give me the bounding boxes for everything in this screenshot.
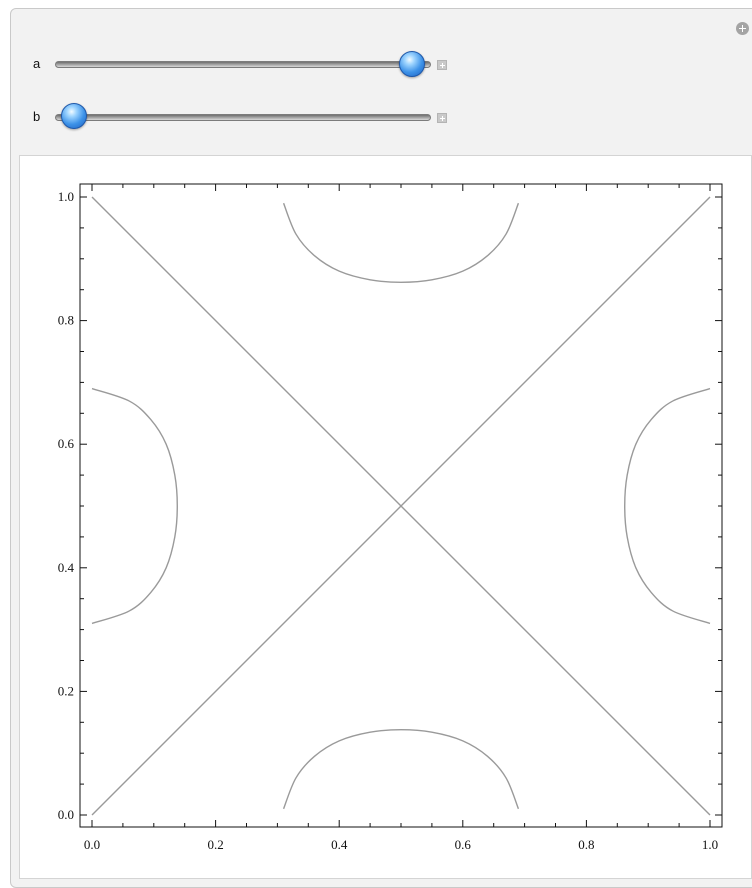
x-tick-label: 0.6 [455,837,472,852]
contour-line-4 [282,729,520,810]
contour-line-3 [282,202,520,283]
slider-b-track[interactable] [55,114,431,121]
contour-line-6 [624,387,711,625]
y-tick-label: 0.6 [58,436,75,451]
slider-a-label: a [33,56,41,71]
y-tick-label: 1.0 [58,189,74,204]
y-tick-label: 0.4 [58,560,75,575]
x-tick-label: 0.8 [578,837,594,852]
y-tick-label: 0.8 [58,313,74,328]
contour-line-2 [91,196,711,816]
contour-line-5 [91,387,178,625]
slider-b-thumb[interactable] [60,103,87,129]
plot-area [19,155,752,879]
x-tick-label: 1.0 [702,837,718,852]
slider-a-thumb[interactable] [399,51,426,77]
x-tick-label: 0.4 [331,837,348,852]
slider-b-expand-icon[interactable] [437,113,447,123]
x-tick-label: 0.0 [84,837,100,852]
y-tick-label: 0.0 [58,807,74,822]
y-tick-label: 0.2 [58,683,74,698]
slider-a-track[interactable] [55,61,431,68]
x-tick-label: 0.2 [207,837,223,852]
add-controls-icon[interactable] [736,22,749,35]
slider-b-label: b [33,109,41,124]
slider-a-expand-icon[interactable] [437,60,447,70]
